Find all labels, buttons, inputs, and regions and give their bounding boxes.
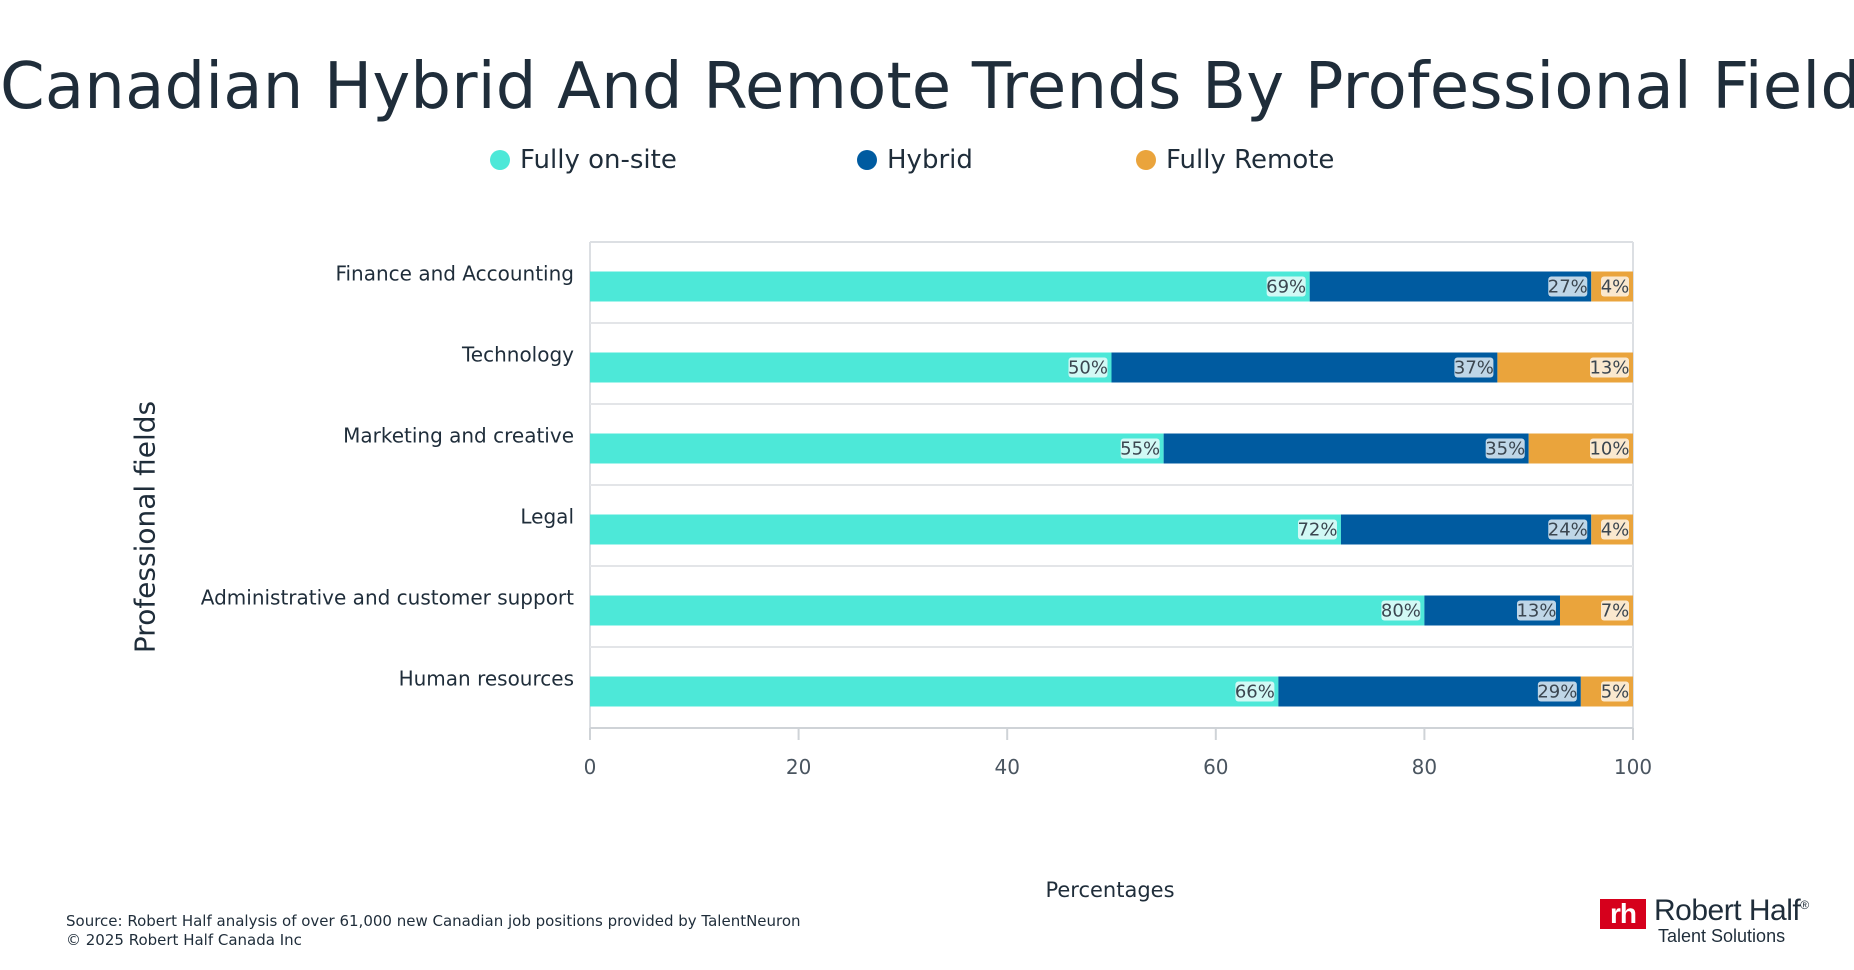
y-tick-label-marketing-and-creative: Marketing and creative	[343, 424, 574, 448]
bar-hybrid-human-resources	[1278, 676, 1581, 707]
legend-item-hybrid[interactable]: Hybrid	[857, 145, 973, 175]
data-label-bg	[1590, 357, 1629, 378]
bar-fully-on-site-human-resources	[590, 676, 1279, 707]
legend-swatch-hybrid	[857, 150, 877, 170]
logo-registered-mark: ®	[1800, 898, 1809, 912]
footer: Source: Robert Half analysis of over 61,…	[66, 912, 801, 950]
data-label-hybrid-legal: 24%	[1548, 520, 1588, 541]
legend-item-fully-onsite[interactable]: Fully on-site	[490, 145, 677, 175]
data-label-bg	[1235, 681, 1275, 702]
source-note: Source: Robert Half analysis of over 61,…	[66, 912, 801, 930]
data-label-bg	[1485, 438, 1525, 459]
data-label-bg	[1120, 438, 1160, 459]
x-tick-label: 60	[1203, 755, 1228, 779]
data-label-hybrid-human-resources: 29%	[1537, 682, 1577, 703]
data-label-fully-remote-administrative-and-customer-support: 7%	[1601, 601, 1630, 622]
x-tick-label: 0	[584, 755, 597, 779]
data-label-bg	[1266, 276, 1306, 297]
logo-mark: rh	[1600, 899, 1646, 929]
data-label-fully-on-site-administrative-and-customer-support: 80%	[1381, 601, 1421, 622]
data-label-hybrid-finance-and-accounting: 27%	[1548, 277, 1588, 298]
data-label-fully-on-site-legal: 72%	[1297, 520, 1337, 541]
data-label-fully-on-site-marketing-and-creative: 55%	[1120, 439, 1160, 460]
data-label-hybrid-administrative-and-customer-support: 13%	[1516, 601, 1556, 622]
data-label-fully-on-site-technology: 50%	[1068, 358, 1108, 379]
bar-hybrid-finance-and-accounting	[1309, 271, 1592, 302]
robert-half-logo: rh Robert Half® Talent Solutions	[1600, 894, 1820, 946]
y-tick-label-legal: Legal	[520, 505, 574, 529]
y-tick-label-human-resources: Human resources	[399, 667, 574, 691]
data-label-bg	[1381, 600, 1421, 621]
chart-title: Canadian Hybrid And Remote Trends By Pro…	[0, 50, 1854, 124]
data-label-bg	[1601, 681, 1629, 702]
legend: Fully on-site Hybrid Fully Remote	[0, 145, 1854, 185]
bar-fully-on-site-marketing-and-creative	[590, 433, 1164, 464]
data-label-hybrid-technology: 37%	[1454, 358, 1494, 379]
legend-label-fully-onsite: Fully on-site	[520, 145, 677, 175]
x-tick-label: 40	[994, 755, 1019, 779]
bar-fully-on-site-technology	[590, 352, 1112, 383]
data-label-fully-on-site-human-resources: 66%	[1235, 682, 1275, 703]
data-label-bg	[1548, 276, 1588, 297]
y-tick-label-technology: Technology	[461, 343, 574, 367]
legend-swatch-fully-onsite	[490, 150, 510, 170]
data-label-bg	[1548, 519, 1588, 540]
legend-item-fully-remote[interactable]: Fully Remote	[1136, 145, 1334, 175]
y-tick-label-finance-and-accounting: Finance and Accounting	[335, 262, 574, 286]
bar-fully-on-site-finance-and-accounting	[590, 271, 1310, 302]
data-label-fully-on-site-finance-and-accounting: 69%	[1266, 277, 1306, 298]
x-tick-label: 100	[1614, 755, 1652, 779]
legend-swatch-fully-remote	[1136, 150, 1156, 170]
x-tick-label: 20	[786, 755, 811, 779]
bar-fully-on-site-legal	[590, 514, 1341, 545]
data-label-fully-remote-human-resources: 5%	[1601, 682, 1630, 703]
bar-hybrid-technology	[1111, 352, 1498, 383]
data-label-fully-remote-technology: 13%	[1589, 358, 1629, 379]
bar-hybrid-marketing-and-creative	[1163, 433, 1529, 464]
data-label-bg	[1297, 519, 1337, 540]
y-tick-label-administrative-and-customer-support: Administrative and customer support	[201, 586, 574, 610]
data-label-bg	[1454, 357, 1494, 378]
bar-fully-on-site-administrative-and-customer-support	[590, 595, 1425, 626]
data-label-hybrid-marketing-and-creative: 35%	[1485, 439, 1525, 460]
x-tick-label: 80	[1412, 755, 1437, 779]
data-label-bg	[1516, 600, 1556, 621]
data-label-fully-remote-legal: 4%	[1601, 520, 1630, 541]
data-label-bg	[1068, 357, 1108, 378]
logo-name: Robert Half®	[1654, 894, 1809, 928]
data-label-fully-remote-finance-and-accounting: 4%	[1601, 277, 1630, 298]
logo-name-text: Robert Half	[1654, 894, 1801, 927]
legend-label-fully-remote: Fully Remote	[1166, 145, 1335, 175]
copyright-note: © 2025 Robert Half Canada Inc	[66, 931, 302, 949]
data-label-bg	[1601, 276, 1629, 297]
data-label-bg	[1537, 681, 1577, 702]
data-label-bg	[1601, 600, 1629, 621]
x-axis-title: Percentages	[1045, 878, 1175, 902]
legend-label-hybrid: Hybrid	[887, 145, 973, 175]
logo-tagline: Talent Solutions	[1658, 926, 1786, 946]
data-label-bg	[1601, 519, 1629, 540]
data-label-bg	[1590, 438, 1629, 459]
data-label-fully-remote-marketing-and-creative: 10%	[1589, 439, 1629, 460]
